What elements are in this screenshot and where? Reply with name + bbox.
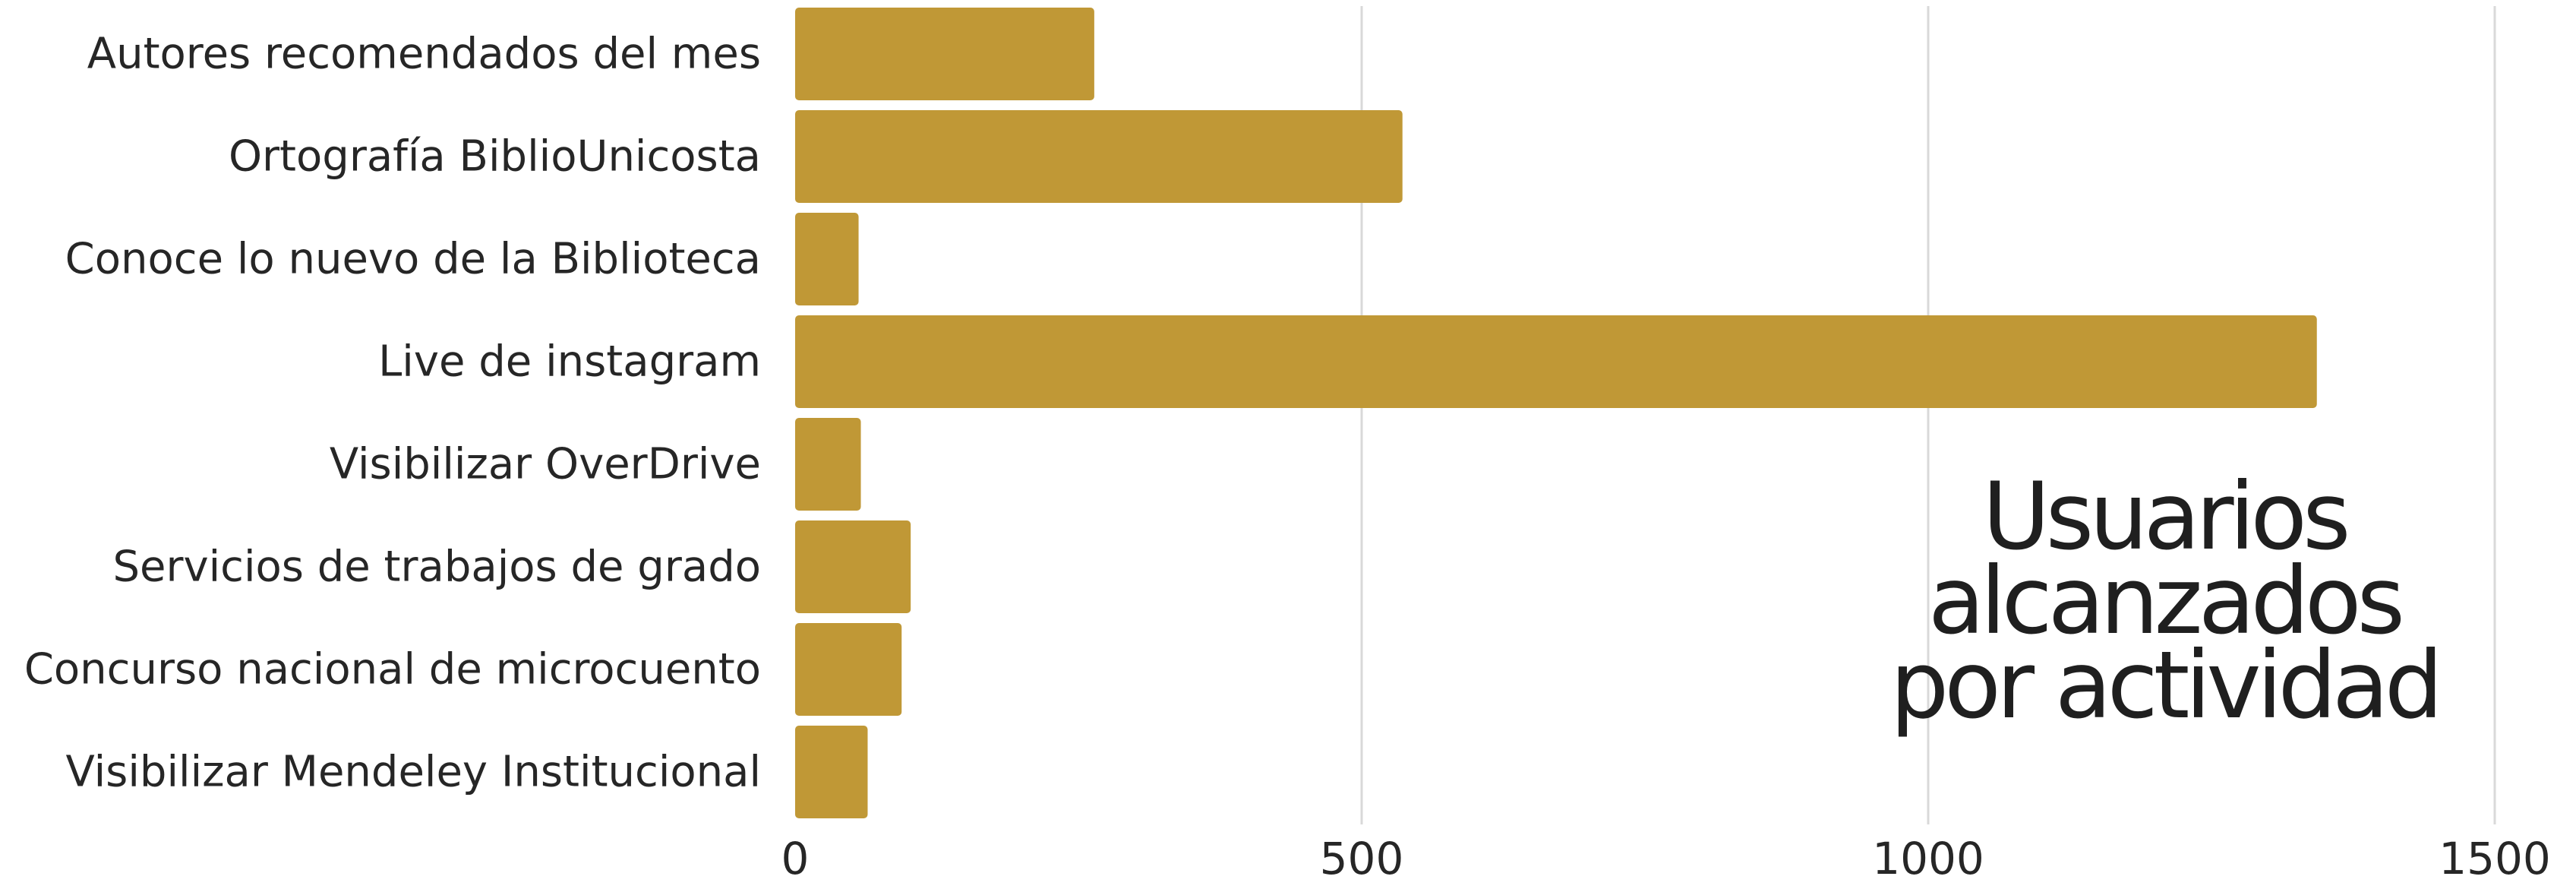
bar [795, 623, 902, 716]
x-tick-label: 1000 [1872, 833, 1984, 884]
category-label: Concurso nacional de microcuento [24, 645, 761, 694]
chart-title-line-1: Usuarios [1982, 463, 2347, 571]
bar [795, 520, 911, 613]
x-tick-label: 1500 [2439, 833, 2551, 884]
bar [795, 418, 861, 511]
category-label: Autores recomendados del mes [87, 30, 761, 79]
chart-title: Usuarios alcanzados por actividad [1890, 463, 2443, 739]
x-tick-label: 0 [781, 833, 810, 884]
category-label: Live de instagram [378, 337, 761, 387]
category-label: Ortografía BiblioUnicosta [229, 132, 761, 182]
category-label: Visibilizar Mendeley Institucional [66, 748, 761, 797]
bar [795, 110, 1403, 203]
chart-title-line-2: alcanzados [1928, 547, 2401, 655]
bar [795, 213, 859, 305]
category-label: Conoce lo nuevo de la Biblioteca [65, 235, 761, 284]
x-tick-label: 500 [1320, 833, 1404, 884]
bar [795, 8, 1094, 100]
category-label-layer: Autores recomendados del mes Ortografía B… [24, 30, 761, 797]
category-label: Visibilizar OverDrive [330, 440, 761, 489]
chart-title-line-3: por actividad [1890, 631, 2439, 739]
bar-layer [795, 8, 2317, 818]
x-axis-tick-layer: 0 500 1000 1500 [781, 833, 2551, 884]
bar [795, 315, 2317, 408]
bar [795, 726, 868, 818]
category-label: Servicios de trabajos de grado [112, 543, 761, 592]
